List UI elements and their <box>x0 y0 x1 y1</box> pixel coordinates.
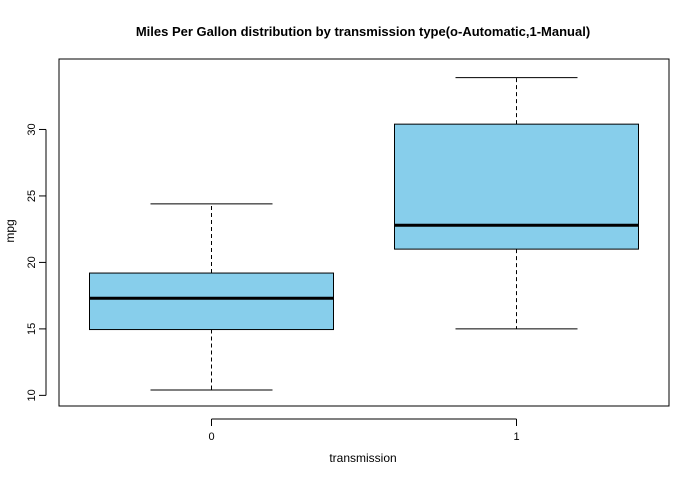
y-tick-label: 15 <box>26 323 38 335</box>
chart-title: Miles Per Gallon distribution by transmi… <box>136 24 590 39</box>
y-tick-label: 10 <box>26 389 38 401</box>
plot-area <box>58 58 670 407</box>
y-tick-label: 20 <box>26 256 38 268</box>
plot-frame <box>58 58 670 407</box>
x-axis-label: transmission <box>329 451 396 465</box>
y-axis-label: mpg <box>3 219 17 242</box>
x-tick-label: 1 <box>513 431 519 443</box>
y-axis: 10 15 20 25 30 <box>26 123 47 401</box>
box-0 <box>89 203 334 391</box>
y-tick-label: 30 <box>26 123 38 135</box>
x-tick-label: 0 <box>208 431 214 443</box>
box-1 <box>394 77 639 330</box>
iqr-box <box>89 272 334 331</box>
y-tick-label: 25 <box>26 190 38 202</box>
iqr-box <box>394 123 639 250</box>
boxes <box>89 77 639 391</box>
